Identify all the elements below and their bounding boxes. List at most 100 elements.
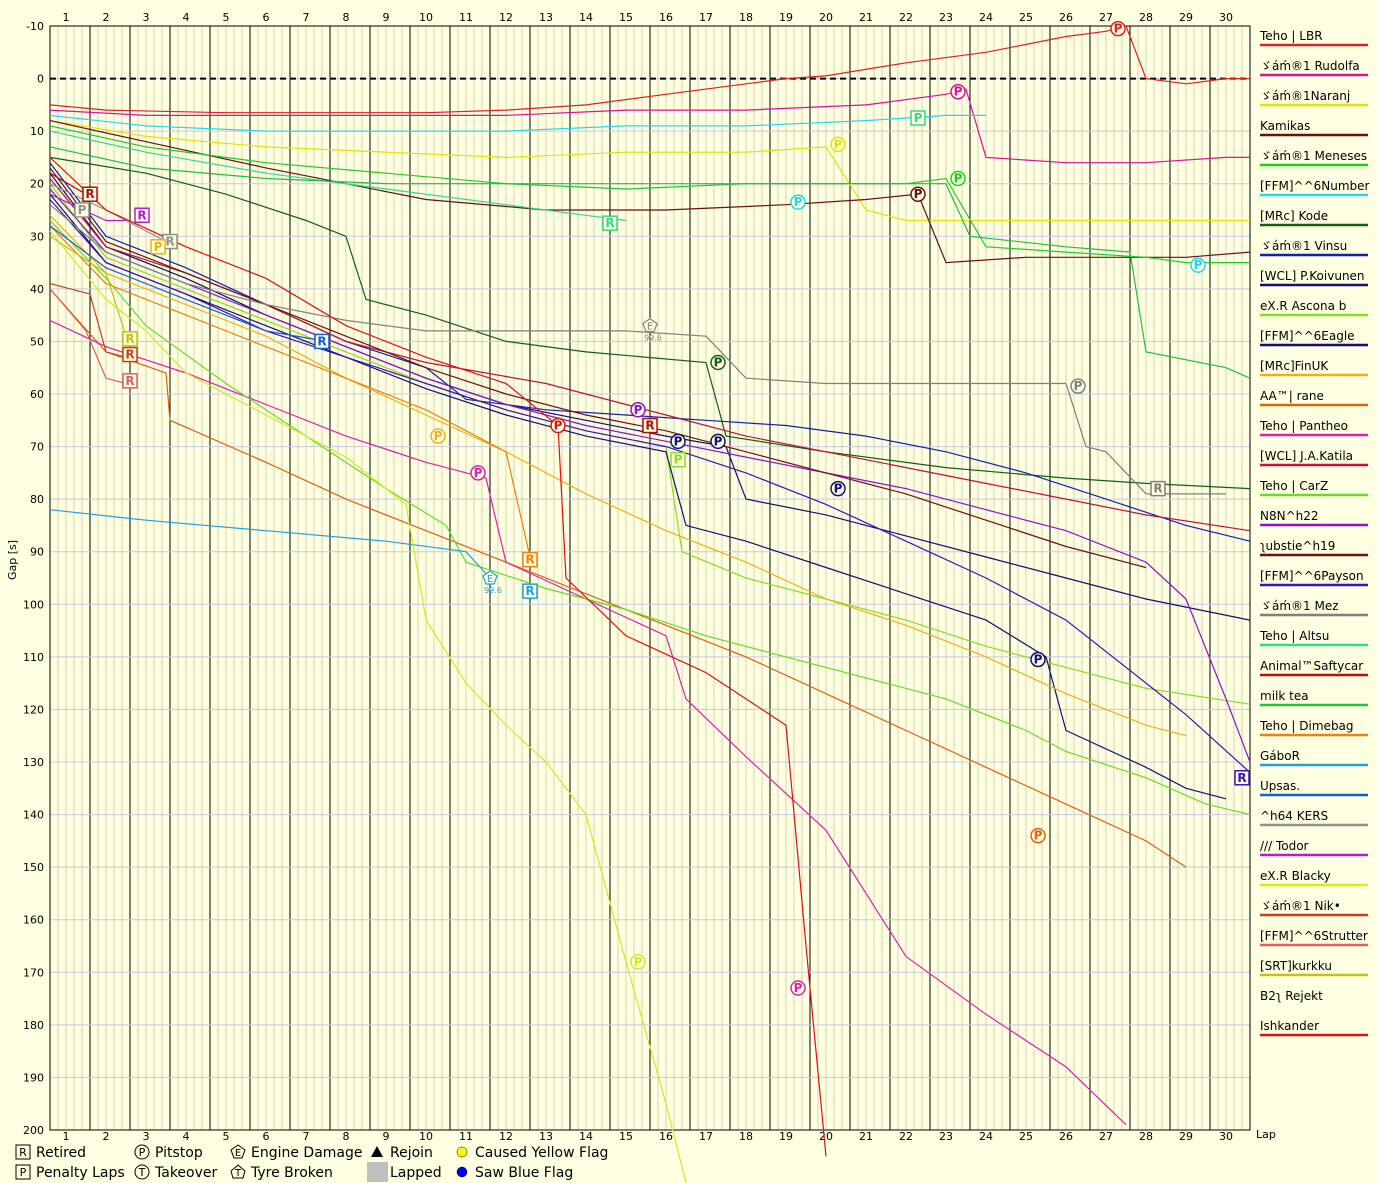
driver-name: AA™| rane (1260, 389, 1324, 403)
y-tick-label: 40 (30, 283, 44, 296)
marker-shape (950, 83, 966, 100)
x-tick-label-bottom: 20 (819, 1130, 833, 1143)
marker-shape (1234, 770, 1250, 786)
x-tick-label-top: 14 (579, 11, 593, 24)
marker-value: 99.6 (644, 334, 662, 343)
x-tick-label-bottom: 19 (779, 1130, 793, 1143)
x-tick-label-top: 5 (223, 11, 230, 24)
x-tick-label-bottom: 11 (459, 1130, 473, 1143)
driver-legend-item: [SRT]kurkku (1260, 959, 1368, 977)
x-tick-label-bottom: 9 (383, 1130, 390, 1143)
legend-symbol (230, 1144, 246, 1159)
series-line (49, 288, 1187, 868)
pitstop-marker: P (790, 980, 806, 996)
x-tick-label-bottom: 15 (619, 1130, 633, 1143)
driver-name: milk tea (1260, 689, 1309, 703)
driver-name: N8N^h22 (1260, 509, 1319, 523)
legend-item: Rejoin (371, 1145, 433, 1161)
series-line (49, 146, 1251, 379)
x-tick-label-bottom: 14 (579, 1130, 593, 1143)
legend-label: Pitstop (155, 1145, 203, 1161)
x-tick-label-top: 3 (143, 11, 150, 24)
retired-marker: R (522, 551, 538, 568)
driver-legend-item: eX.R Blacky (1260, 869, 1368, 887)
series-line (49, 319, 1127, 1126)
series-line (49, 156, 1251, 490)
marker-shape (790, 980, 806, 996)
x-tick-label-bottom: 25 (1019, 1130, 1033, 1143)
driver-name: [MRc]FinUK (1260, 359, 1329, 373)
x-tick-label-bottom: 27 (1099, 1130, 1113, 1143)
marker-shape (122, 331, 138, 347)
driver-legend: Teho | LBR ゞáḿ®1 Rudolfa ゞáḿ®1Naranj Kamika… (1259, 29, 1370, 1037)
driver-name: eX.R Ascona b (1260, 299, 1346, 313)
retired-marker: R (82, 186, 98, 202)
driver-legend-item: /// Todor (1260, 839, 1368, 857)
marker-shape (642, 317, 658, 333)
driver-name: eX.R Blacky (1260, 869, 1331, 883)
series-line (49, 220, 1251, 816)
series-line (49, 199, 1251, 773)
legend-symbol (15, 1144, 31, 1160)
retired-marker: R (522, 583, 538, 599)
x-tick-label-top: 2 (103, 11, 110, 24)
marker-letter: P (634, 403, 643, 417)
marker-shape (602, 215, 618, 231)
legend-label: Retired (36, 1145, 86, 1161)
penalty-laps-marker: P (670, 451, 686, 468)
driver-name: /// Todor (1260, 839, 1309, 853)
series-line (49, 193, 126, 222)
legend-label: Engine Damage (251, 1145, 363, 1161)
x-tick-label-top: 4 (183, 11, 190, 24)
x-tick-label-top: 23 (939, 11, 953, 24)
x-tick-label-bottom: 4 (183, 1130, 190, 1143)
marker-letter: R (525, 553, 534, 567)
x-tick-label-top: 12 (499, 11, 513, 24)
legend-item: Caused Yellow Flag (456, 1145, 608, 1161)
legend-symbol-letter: R (19, 1146, 27, 1159)
y-tick-label: 180 (23, 1019, 44, 1032)
legend-label: Penalty Laps (36, 1165, 125, 1181)
x-tick-label-bottom: 29 (1179, 1130, 1193, 1143)
x-tick-label-top: 7 (303, 11, 310, 24)
driver-legend-item: ゞáḿ®1 Nik• (1260, 899, 1368, 917)
driver-legend-item: [WCL] J.A.Katila (1260, 449, 1368, 467)
marker-letter: P (834, 137, 843, 151)
y-tick-label: 10 (30, 125, 44, 138)
marker-shape (1030, 651, 1046, 668)
y-tick-label: 150 (23, 861, 44, 874)
legend-label: Rejoin (390, 1145, 433, 1161)
driver-name: [MRc] Kode (1260, 209, 1328, 223)
x-tick-label-top: 8 (343, 11, 350, 24)
series-line (49, 130, 627, 222)
x-tick-label-top: 13 (539, 11, 553, 24)
legend-symbol-letter: E (235, 1148, 241, 1159)
marker-shape (550, 417, 566, 434)
series-line (49, 204, 1226, 495)
marker-letter: R (85, 187, 94, 201)
legend-item: Lapped (367, 1162, 442, 1182)
driver-name: ゞáḿ®1Naranj (1260, 89, 1350, 103)
series-line (49, 120, 1251, 264)
y-tick-label: 200 (23, 1124, 44, 1137)
x-tick-label-top: 9 (383, 11, 390, 24)
y-tick-label: 170 (23, 966, 44, 979)
series-line (49, 288, 127, 385)
marker-shape (950, 170, 966, 187)
retired-marker: R (122, 331, 138, 347)
series-line (49, 235, 127, 337)
pitstop-marker: P (910, 186, 926, 202)
marker-letter: P (634, 955, 643, 969)
series-line (49, 88, 1250, 164)
x-tick-label-bottom: 10 (419, 1130, 433, 1143)
driver-series (49, 25, 1251, 1183)
marker-shape (630, 402, 646, 418)
legend-item: Saw Blue Flag (456, 1165, 573, 1181)
driver-name: Teho | Pantheo (1259, 419, 1348, 433)
marker-letter: P (1114, 22, 1123, 36)
pitstop-marker: P (710, 433, 726, 450)
driver-legend-item: Teho | CarZ (1259, 479, 1368, 497)
driver-legend-item: ʅubstie^h19 (1260, 539, 1368, 557)
marker-shape (522, 583, 538, 599)
